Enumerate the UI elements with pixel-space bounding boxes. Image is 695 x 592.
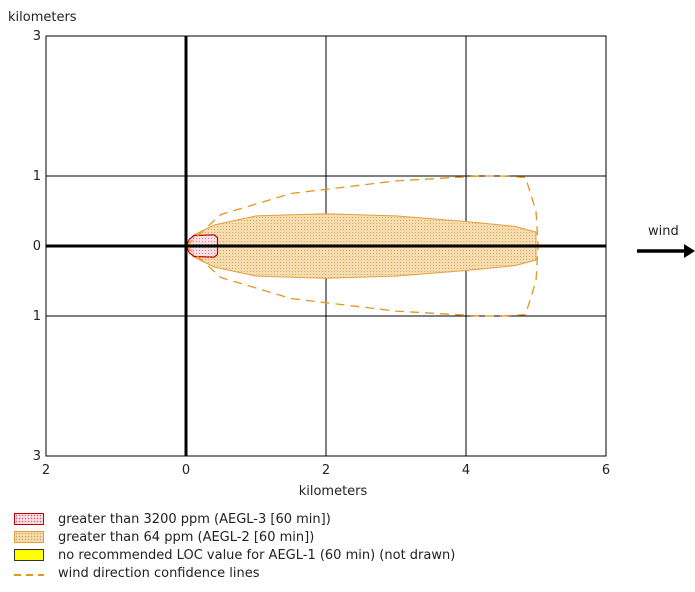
x-axis-title: kilometers	[299, 484, 368, 499]
legend-swatch-confidence	[14, 574, 44, 576]
legend-label-aegl1: no recommended LOC value for AEGL-1 (60 …	[58, 547, 456, 563]
y-axis-title: kilometers	[8, 10, 77, 25]
threat-zone-chart: 2 0 2 4 6 3 1 0 1 3 kilometers kilometers wind	[8, 10, 695, 499]
legend-item-aegl1: no recommended LOC value for AEGL-1 (60 …	[14, 546, 455, 564]
x-tick-label: 2	[42, 463, 50, 478]
legend-item-confidence: wind direction confidence lines	[14, 564, 455, 582]
y-tick-label: 1	[33, 309, 41, 324]
y-tick-label: 3	[33, 29, 41, 44]
legend-swatch-aegl3	[14, 513, 44, 525]
legend-label-confidence: wind direction confidence lines	[58, 565, 260, 581]
legend-swatch-aegl1	[14, 549, 44, 561]
x-tick-label: 4	[462, 463, 470, 478]
x-tick-label: 0	[182, 463, 190, 478]
x-tick-label: 6	[602, 463, 610, 478]
legend-item-aegl3: greater than 3200 ppm (AEGL-3 [60 min])	[14, 510, 455, 528]
legend: greater than 3200 ppm (AEGL-3 [60 min]) …	[14, 510, 455, 582]
x-tick-label: 2	[322, 463, 330, 478]
y-tick-label: 3	[33, 449, 41, 464]
legend-label-aegl3: greater than 3200 ppm (AEGL-3 [60 min])	[58, 511, 331, 527]
y-tick-label: 1	[33, 169, 41, 184]
tick-labels: 2 0 2 4 6 3 1 0 1 3	[33, 29, 610, 478]
axes	[46, 36, 606, 456]
confidence-line-upper	[185, 175, 501, 247]
y-tick-label: 0	[33, 239, 41, 254]
wind-arrow-head	[684, 244, 695, 258]
legend-item-aegl2: greater than 64 ppm (AEGL-2 [60 min])	[14, 528, 455, 546]
wind-label: wind	[648, 224, 679, 239]
legend-swatch-aegl2	[14, 531, 44, 543]
legend-label-aegl2: greater than 64 ppm (AEGL-2 [60 min])	[58, 529, 315, 545]
wind-indicator: wind	[637, 224, 695, 258]
confidence-line-lower	[185, 245, 501, 317]
